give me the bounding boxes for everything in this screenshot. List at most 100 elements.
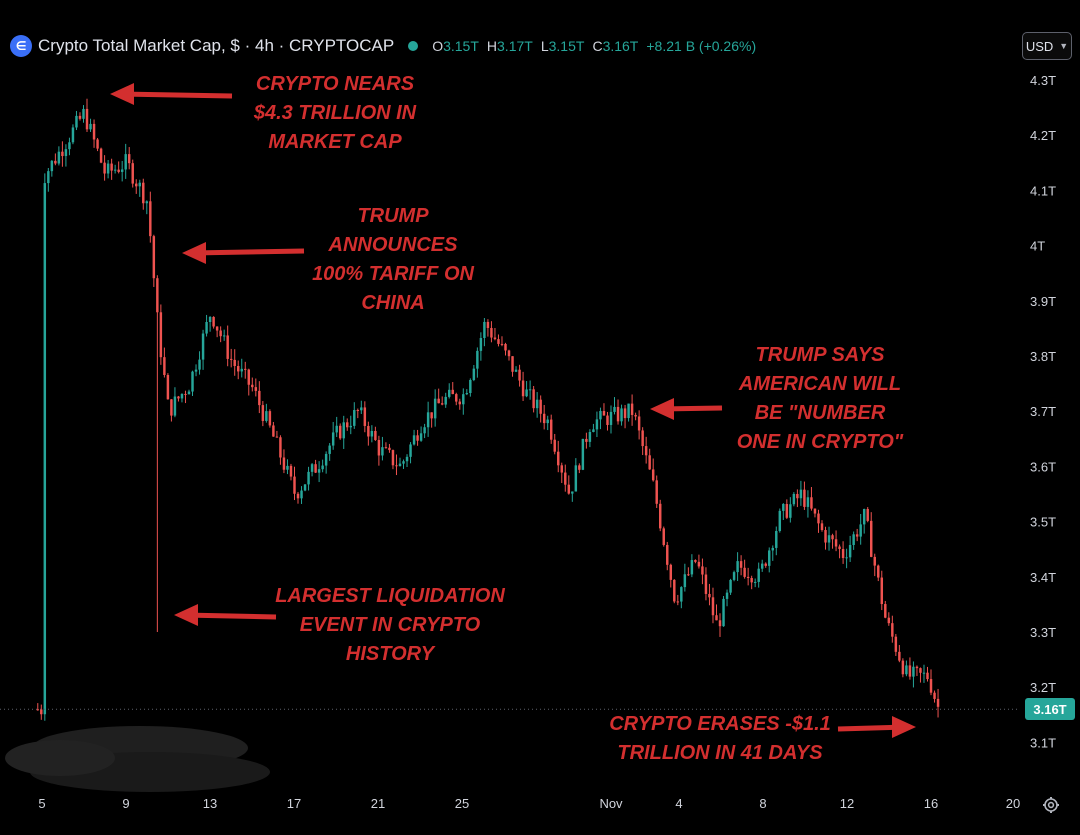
candle-body bbox=[764, 563, 767, 566]
symbol-title[interactable]: Crypto Total Market Cap, $ · 4h · CRYPTO… bbox=[38, 36, 395, 55]
y-tick-label: 3.7T bbox=[1030, 404, 1056, 419]
candle-body bbox=[99, 148, 103, 163]
candle-body bbox=[177, 396, 180, 399]
currency-selector[interactable]: USD ▼ bbox=[1022, 32, 1072, 60]
candle-body bbox=[156, 278, 159, 313]
candle-body bbox=[398, 463, 402, 467]
candle-body bbox=[775, 530, 778, 548]
candle-body bbox=[293, 476, 296, 494]
candle-body bbox=[346, 422, 349, 428]
candle-body bbox=[549, 419, 553, 440]
gear-icon[interactable] bbox=[1041, 795, 1061, 815]
candle-body bbox=[159, 312, 163, 358]
candle-body bbox=[409, 444, 412, 457]
candle-body bbox=[690, 560, 694, 575]
candle-body bbox=[792, 493, 796, 505]
candle-body bbox=[718, 620, 722, 627]
candle-body bbox=[532, 389, 535, 409]
candle-body bbox=[557, 451, 560, 466]
candle-body bbox=[662, 528, 665, 545]
candle-body bbox=[335, 425, 338, 433]
candle-body bbox=[687, 574, 690, 576]
candle-body bbox=[120, 169, 124, 172]
candle-body bbox=[331, 432, 335, 446]
candle-body bbox=[782, 504, 785, 511]
candle-body bbox=[127, 154, 131, 164]
candle-body bbox=[54, 160, 57, 164]
candle-body bbox=[887, 617, 891, 624]
open-key: O bbox=[432, 38, 444, 54]
candle-body bbox=[303, 484, 307, 491]
candle-body bbox=[50, 160, 54, 172]
candle-body bbox=[92, 123, 96, 140]
market-status-dot-icon bbox=[408, 41, 419, 51]
candle-body bbox=[208, 316, 212, 323]
candle-body bbox=[915, 666, 919, 669]
candle-body bbox=[360, 407, 363, 411]
candle-body bbox=[265, 411, 268, 421]
candle-body bbox=[901, 660, 905, 675]
candle-body bbox=[254, 387, 258, 391]
candle-body bbox=[135, 183, 138, 187]
candle-body bbox=[771, 547, 774, 551]
candle-body bbox=[282, 457, 286, 470]
candle-body bbox=[648, 455, 651, 470]
candle-body bbox=[321, 465, 324, 470]
candle-body bbox=[760, 563, 764, 569]
candle-body bbox=[880, 577, 884, 605]
candle-body bbox=[567, 484, 571, 494]
candle-body bbox=[64, 149, 68, 157]
candle-body bbox=[922, 672, 926, 674]
candle-body bbox=[110, 163, 113, 171]
candle-body bbox=[279, 437, 282, 458]
candle-body bbox=[869, 520, 873, 557]
y-tick-label: 3.8T bbox=[1030, 349, 1056, 364]
candle-body bbox=[578, 465, 581, 470]
candle-body bbox=[191, 371, 194, 392]
candle-body bbox=[571, 491, 574, 494]
candle-body bbox=[514, 369, 518, 372]
candle-body bbox=[391, 450, 395, 466]
candle-body bbox=[820, 523, 824, 531]
x-tick-label: 25 bbox=[455, 796, 469, 811]
candle-body bbox=[184, 393, 187, 395]
candle-body bbox=[841, 549, 845, 558]
y-tick-label: 3.2T bbox=[1030, 680, 1056, 695]
annotation-tariff: TRUMP ANNOUNCES 100% TARIFF ON CHINA bbox=[312, 205, 474, 314]
redaction-smudge bbox=[5, 726, 270, 792]
candle-body bbox=[113, 169, 117, 171]
chart-header: ∈ Crypto Total Market Cap, $ · 4h · CRYP… bbox=[10, 34, 756, 58]
candle-body bbox=[810, 497, 813, 509]
x-tick-label: 13 bbox=[203, 796, 217, 811]
candle-body bbox=[535, 399, 539, 409]
candle-body bbox=[433, 398, 437, 419]
candle-body bbox=[455, 394, 458, 402]
candle-body bbox=[328, 445, 331, 454]
arrow-ath bbox=[110, 83, 233, 105]
candle-body bbox=[852, 534, 855, 545]
y-tick-label: 4.3T bbox=[1030, 73, 1056, 88]
arrow-liquidation bbox=[174, 604, 277, 626]
candle-body bbox=[300, 490, 303, 499]
candle-body bbox=[697, 561, 701, 567]
candle-body bbox=[729, 579, 732, 593]
candle-body bbox=[908, 665, 912, 677]
candle-body bbox=[715, 615, 718, 621]
candle-body bbox=[170, 399, 173, 416]
candle-body bbox=[933, 692, 936, 699]
candle-body bbox=[131, 163, 134, 184]
candle-body bbox=[451, 389, 454, 395]
candle-body bbox=[845, 557, 848, 559]
candle-body bbox=[919, 668, 922, 673]
candle-body bbox=[493, 337, 497, 340]
candle-body bbox=[458, 401, 462, 405]
candle-body bbox=[813, 508, 817, 514]
currency-label: USD bbox=[1025, 38, 1054, 54]
candle-body bbox=[630, 403, 634, 415]
low-value: 3.15T bbox=[548, 38, 585, 54]
candles-layer bbox=[36, 98, 940, 721]
candle-body bbox=[314, 464, 317, 473]
candle-body bbox=[894, 636, 898, 652]
